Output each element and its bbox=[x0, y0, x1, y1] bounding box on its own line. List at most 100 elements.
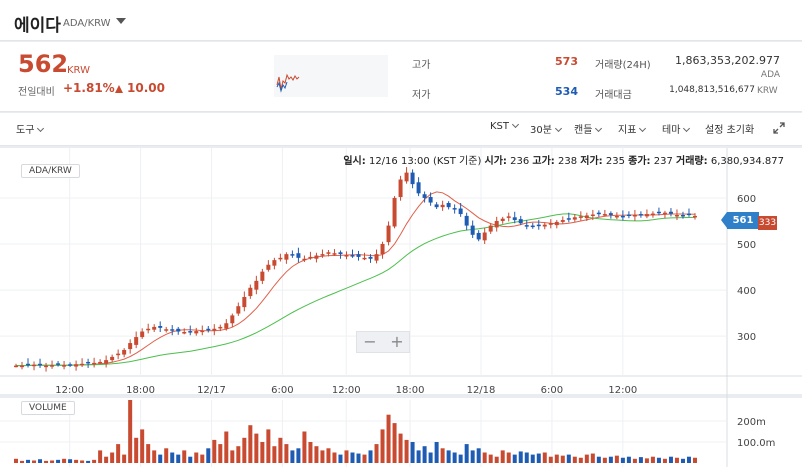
volume-bar bbox=[542, 452, 547, 463]
volume-bar bbox=[146, 444, 151, 463]
price-panel-tag[interactable]: ADA/KRW bbox=[21, 164, 80, 178]
volume-bar bbox=[392, 423, 397, 463]
volume-bar bbox=[158, 454, 163, 463]
volume-bar bbox=[326, 448, 331, 463]
candle-body bbox=[92, 362, 97, 365]
candle-body bbox=[632, 214, 637, 217]
candle-body bbox=[122, 349, 127, 355]
volume-bar bbox=[512, 454, 517, 463]
candle-body bbox=[554, 221, 559, 226]
open-value: 236 bbox=[510, 156, 530, 167]
fullscreen-expand-icon[interactable] bbox=[773, 122, 785, 134]
price-unit: KRW bbox=[67, 65, 90, 76]
open-label: 시가: bbox=[484, 156, 507, 167]
volume-bar bbox=[464, 444, 469, 463]
candle-body bbox=[476, 232, 481, 240]
candle-body bbox=[644, 214, 649, 217]
volume-bar bbox=[632, 458, 637, 463]
candle-body bbox=[338, 252, 343, 255]
volume-bar bbox=[314, 446, 319, 463]
candle-body bbox=[422, 194, 427, 198]
coin-pair[interactable]: ADA/KRW bbox=[63, 18, 111, 29]
x-tick-label: 6:00 bbox=[271, 385, 293, 396]
volume-bar bbox=[194, 452, 199, 463]
volume-panel-tag[interactable]: VOLUME bbox=[21, 401, 75, 415]
coin-name[interactable]: 에이다 bbox=[14, 16, 61, 36]
candle-body bbox=[542, 224, 547, 227]
volume-bar bbox=[200, 454, 205, 463]
indicator-menu[interactable]: 지표 bbox=[618, 121, 647, 136]
candle-body bbox=[284, 254, 289, 260]
volume-bar bbox=[176, 454, 181, 463]
volume-bar bbox=[44, 460, 49, 463]
low-value: 534 bbox=[555, 85, 578, 98]
chart-area[interactable]: 12:00 18:00 12/17 6:00 12:00 18:00 12/18 6:00 12… bbox=[0, 148, 802, 467]
tools-menu[interactable]: 도구 bbox=[16, 121, 45, 136]
volume-bar bbox=[20, 460, 25, 463]
change-rate: +1.81% bbox=[63, 81, 115, 95]
interval-menu[interactable]: 30분 bbox=[530, 121, 562, 136]
zoom-out-button[interactable]: − bbox=[363, 332, 377, 351]
volume-bar bbox=[290, 450, 295, 463]
indicator-label: 지표 bbox=[618, 125, 637, 136]
candle-body bbox=[464, 215, 469, 226]
x-tick-label: 18:00 bbox=[396, 385, 425, 396]
volume-bar bbox=[74, 459, 79, 463]
volume-bar bbox=[260, 442, 265, 463]
candle-body bbox=[620, 215, 625, 218]
volume-bar bbox=[386, 414, 391, 463]
volume-bar bbox=[410, 442, 415, 463]
candle-body bbox=[38, 363, 43, 366]
candle-body bbox=[104, 360, 109, 364]
volume-bar bbox=[620, 457, 625, 463]
candle-body bbox=[578, 216, 583, 218]
time-label: 일시: bbox=[343, 156, 366, 167]
volume-bar bbox=[650, 456, 655, 463]
x-tick-label: 12/18 bbox=[467, 385, 496, 396]
candle-body bbox=[626, 214, 631, 217]
ma-value-tag: 333 bbox=[758, 216, 777, 230]
theme-menu[interactable]: 테마 bbox=[662, 121, 691, 136]
candle-body bbox=[458, 208, 463, 215]
volume-bar bbox=[572, 456, 577, 463]
volume-bar bbox=[32, 460, 37, 463]
high-label: 고가 bbox=[412, 60, 431, 71]
volume-bar bbox=[584, 454, 589, 463]
ohlc-volume-value: 6,380,934.877 bbox=[710, 156, 784, 167]
low-label: 저가 bbox=[412, 90, 431, 101]
volume-bar bbox=[614, 455, 619, 463]
volume-bar bbox=[356, 453, 361, 463]
x-tick-label: 18:00 bbox=[126, 385, 155, 396]
candle-body bbox=[500, 218, 505, 221]
chart-axes: 12:00 18:00 12/17 6:00 12:00 18:00 12/18 6:00 12… bbox=[55, 194, 775, 449]
volume-bar bbox=[374, 444, 379, 463]
up-triangle-icon bbox=[115, 85, 123, 93]
volume-bar bbox=[500, 450, 505, 463]
volume-bar bbox=[338, 454, 343, 463]
candle-body bbox=[20, 365, 25, 368]
candlestick-chart[interactable]: 12:00 18:00 12/17 6:00 12:00 18:00 12/18 6:00 12… bbox=[0, 148, 802, 467]
volume-bar bbox=[452, 452, 457, 463]
reset-settings-button[interactable]: 설정 초기화 bbox=[705, 125, 755, 136]
candle-body bbox=[62, 365, 67, 367]
volume-bar bbox=[296, 448, 301, 463]
zoom-in-button[interactable]: + bbox=[390, 332, 404, 351]
candle-body bbox=[380, 244, 385, 255]
volume-bar bbox=[536, 453, 541, 463]
change-label: 전일대비 bbox=[18, 87, 55, 98]
candle-body bbox=[140, 331, 145, 338]
coin-dropdown-caret-icon[interactable] bbox=[116, 18, 126, 24]
volume-bar bbox=[476, 448, 481, 463]
candle-body bbox=[152, 326, 157, 330]
candle-body bbox=[212, 328, 217, 331]
timezone-menu[interactable]: KST bbox=[490, 120, 520, 132]
volume-bar bbox=[470, 450, 475, 463]
candle-body bbox=[482, 232, 487, 241]
volume-bar bbox=[128, 400, 133, 463]
y-tick-label: 600 bbox=[737, 194, 756, 205]
candle-body bbox=[326, 252, 331, 254]
candle-body bbox=[356, 254, 361, 257]
volume-bar bbox=[182, 450, 187, 463]
candle-menu[interactable]: 캔들 bbox=[574, 121, 603, 136]
mini-sparkline-svg bbox=[276, 73, 300, 93]
